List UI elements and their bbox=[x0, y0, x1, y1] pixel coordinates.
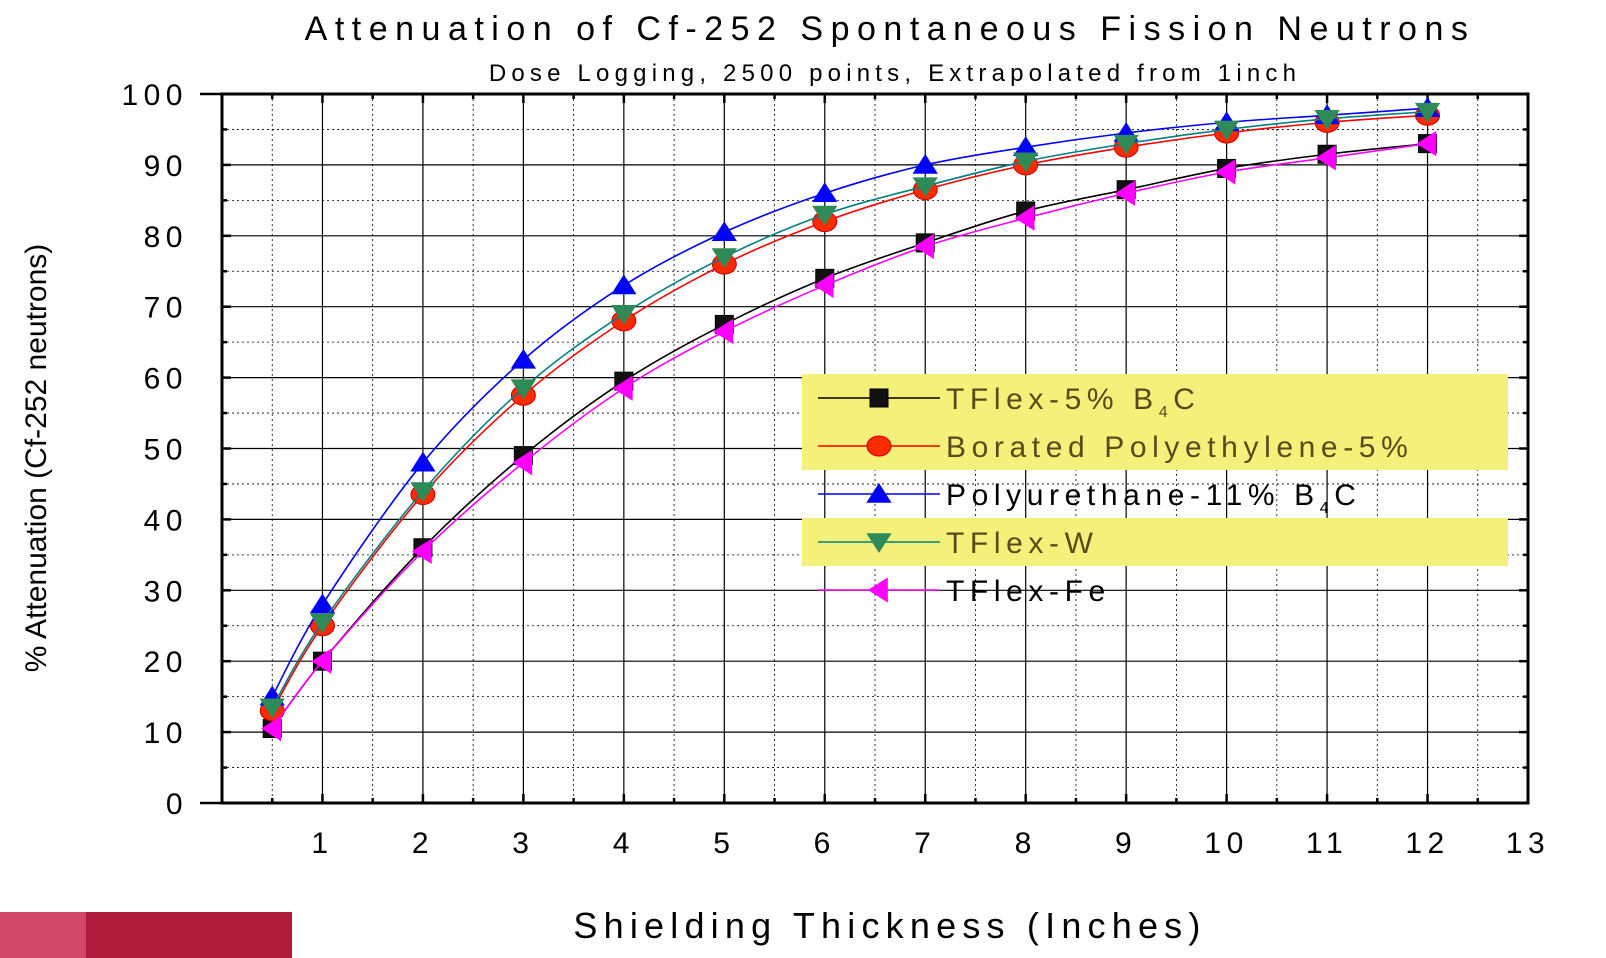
data-point bbox=[1113, 134, 1139, 155]
y-tick-label: 80 bbox=[144, 221, 188, 254]
legend-label: TFlex-Fe bbox=[946, 575, 1111, 608]
x-tick-label: 12 bbox=[1405, 827, 1449, 860]
data-point bbox=[410, 451, 436, 472]
data-point bbox=[411, 538, 432, 564]
data-point bbox=[812, 182, 838, 203]
data-point bbox=[1013, 136, 1039, 156]
y-tick-label: 0 bbox=[166, 788, 188, 821]
y-tick-label: 70 bbox=[144, 292, 188, 325]
data-point bbox=[1115, 180, 1135, 206]
legend-item: TFlex-Fe bbox=[818, 575, 1111, 608]
x-tick-label: 1 bbox=[311, 827, 333, 860]
chart-subtitle: Dose Logging, 2500 points, Extrapolated … bbox=[489, 60, 1301, 87]
legend-item: TFlex-5% B4C bbox=[802, 374, 1508, 422]
data-point bbox=[1314, 110, 1340, 130]
x-tick-label: 6 bbox=[814, 827, 836, 860]
x-tick-label: 9 bbox=[1115, 827, 1137, 860]
x-tick-label: 4 bbox=[613, 827, 635, 860]
y-axis-label: % Attenuation (Cf-252 neutrons) bbox=[20, 244, 53, 673]
legend-marker bbox=[866, 483, 892, 503]
x-tick-label: 10 bbox=[1204, 827, 1248, 860]
data-point bbox=[309, 613, 336, 634]
data-point bbox=[912, 177, 938, 198]
x-axis-label: Shielding Thickness (Inches) bbox=[573, 905, 1206, 946]
legend-item: Borated Polyethylene-5% bbox=[802, 422, 1508, 470]
data-point bbox=[912, 153, 938, 174]
chart-title: Attenuation of Cf-252 Spontaneous Fissio… bbox=[305, 10, 1476, 48]
data-point bbox=[309, 593, 336, 614]
y-tick-label: 100 bbox=[121, 79, 188, 112]
data-point bbox=[1013, 152, 1039, 173]
x-tick-label: 8 bbox=[1015, 827, 1037, 860]
x-tick-label: 3 bbox=[512, 827, 534, 860]
x-tick-label: 11 bbox=[1306, 827, 1348, 860]
data-point bbox=[510, 379, 537, 400]
data-point bbox=[311, 648, 332, 674]
legend-marker bbox=[869, 388, 889, 408]
plot-series bbox=[259, 97, 1441, 742]
data-point bbox=[259, 698, 285, 719]
data-point bbox=[711, 221, 737, 242]
data-point bbox=[914, 233, 935, 260]
data-point bbox=[713, 318, 734, 345]
corner-bar-light bbox=[0, 912, 86, 958]
x-tick-label: 2 bbox=[412, 827, 434, 860]
legend-marker bbox=[866, 435, 892, 457]
y-tick-label: 50 bbox=[144, 434, 188, 467]
data-point bbox=[612, 375, 633, 401]
legend-item: TFlex-W bbox=[802, 518, 1508, 566]
data-point bbox=[410, 482, 436, 503]
y-tick-label: 60 bbox=[144, 363, 188, 396]
data-point bbox=[812, 205, 838, 226]
legend-label: Polyurethane-11% B4C bbox=[946, 479, 1362, 517]
series-5 bbox=[261, 130, 1437, 742]
data-point bbox=[711, 248, 737, 269]
legend-marker bbox=[868, 577, 888, 603]
data-point bbox=[813, 272, 834, 299]
data-point bbox=[512, 450, 533, 476]
y-tick-label: 40 bbox=[144, 504, 188, 537]
data-point bbox=[611, 304, 637, 325]
legend-label: TFlex-W bbox=[946, 527, 1099, 560]
data-point bbox=[1316, 145, 1336, 171]
x-tick-label: 7 bbox=[914, 827, 936, 860]
data-point bbox=[1215, 159, 1236, 185]
data-point bbox=[261, 715, 282, 742]
data-point bbox=[1414, 102, 1441, 123]
data-point bbox=[510, 348, 537, 369]
data-point bbox=[611, 274, 637, 295]
legend: TFlex-5% B4C Borated Polyethylene-5% Polyu… bbox=[802, 374, 1508, 608]
y-tick-label: 10 bbox=[144, 717, 188, 750]
legend-marker bbox=[866, 533, 892, 553]
series-4 bbox=[259, 102, 1441, 719]
data-point bbox=[1014, 205, 1035, 231]
y-tick-label: 90 bbox=[144, 150, 188, 183]
x-tick-label: 13 bbox=[1506, 827, 1550, 860]
data-point bbox=[1213, 120, 1240, 141]
y-tick-label: 30 bbox=[144, 575, 188, 608]
corner-bar-dark bbox=[86, 912, 292, 958]
data-point bbox=[1416, 130, 1437, 157]
y-tick-label: 20 bbox=[144, 646, 188, 679]
legend-item: Polyurethane-11% B4C bbox=[818, 479, 1362, 517]
legend-label: Borated Polyethylene-5% bbox=[946, 431, 1413, 464]
legend-label: TFlex-5% B4C bbox=[946, 383, 1200, 421]
x-tick-label: 5 bbox=[713, 827, 735, 860]
